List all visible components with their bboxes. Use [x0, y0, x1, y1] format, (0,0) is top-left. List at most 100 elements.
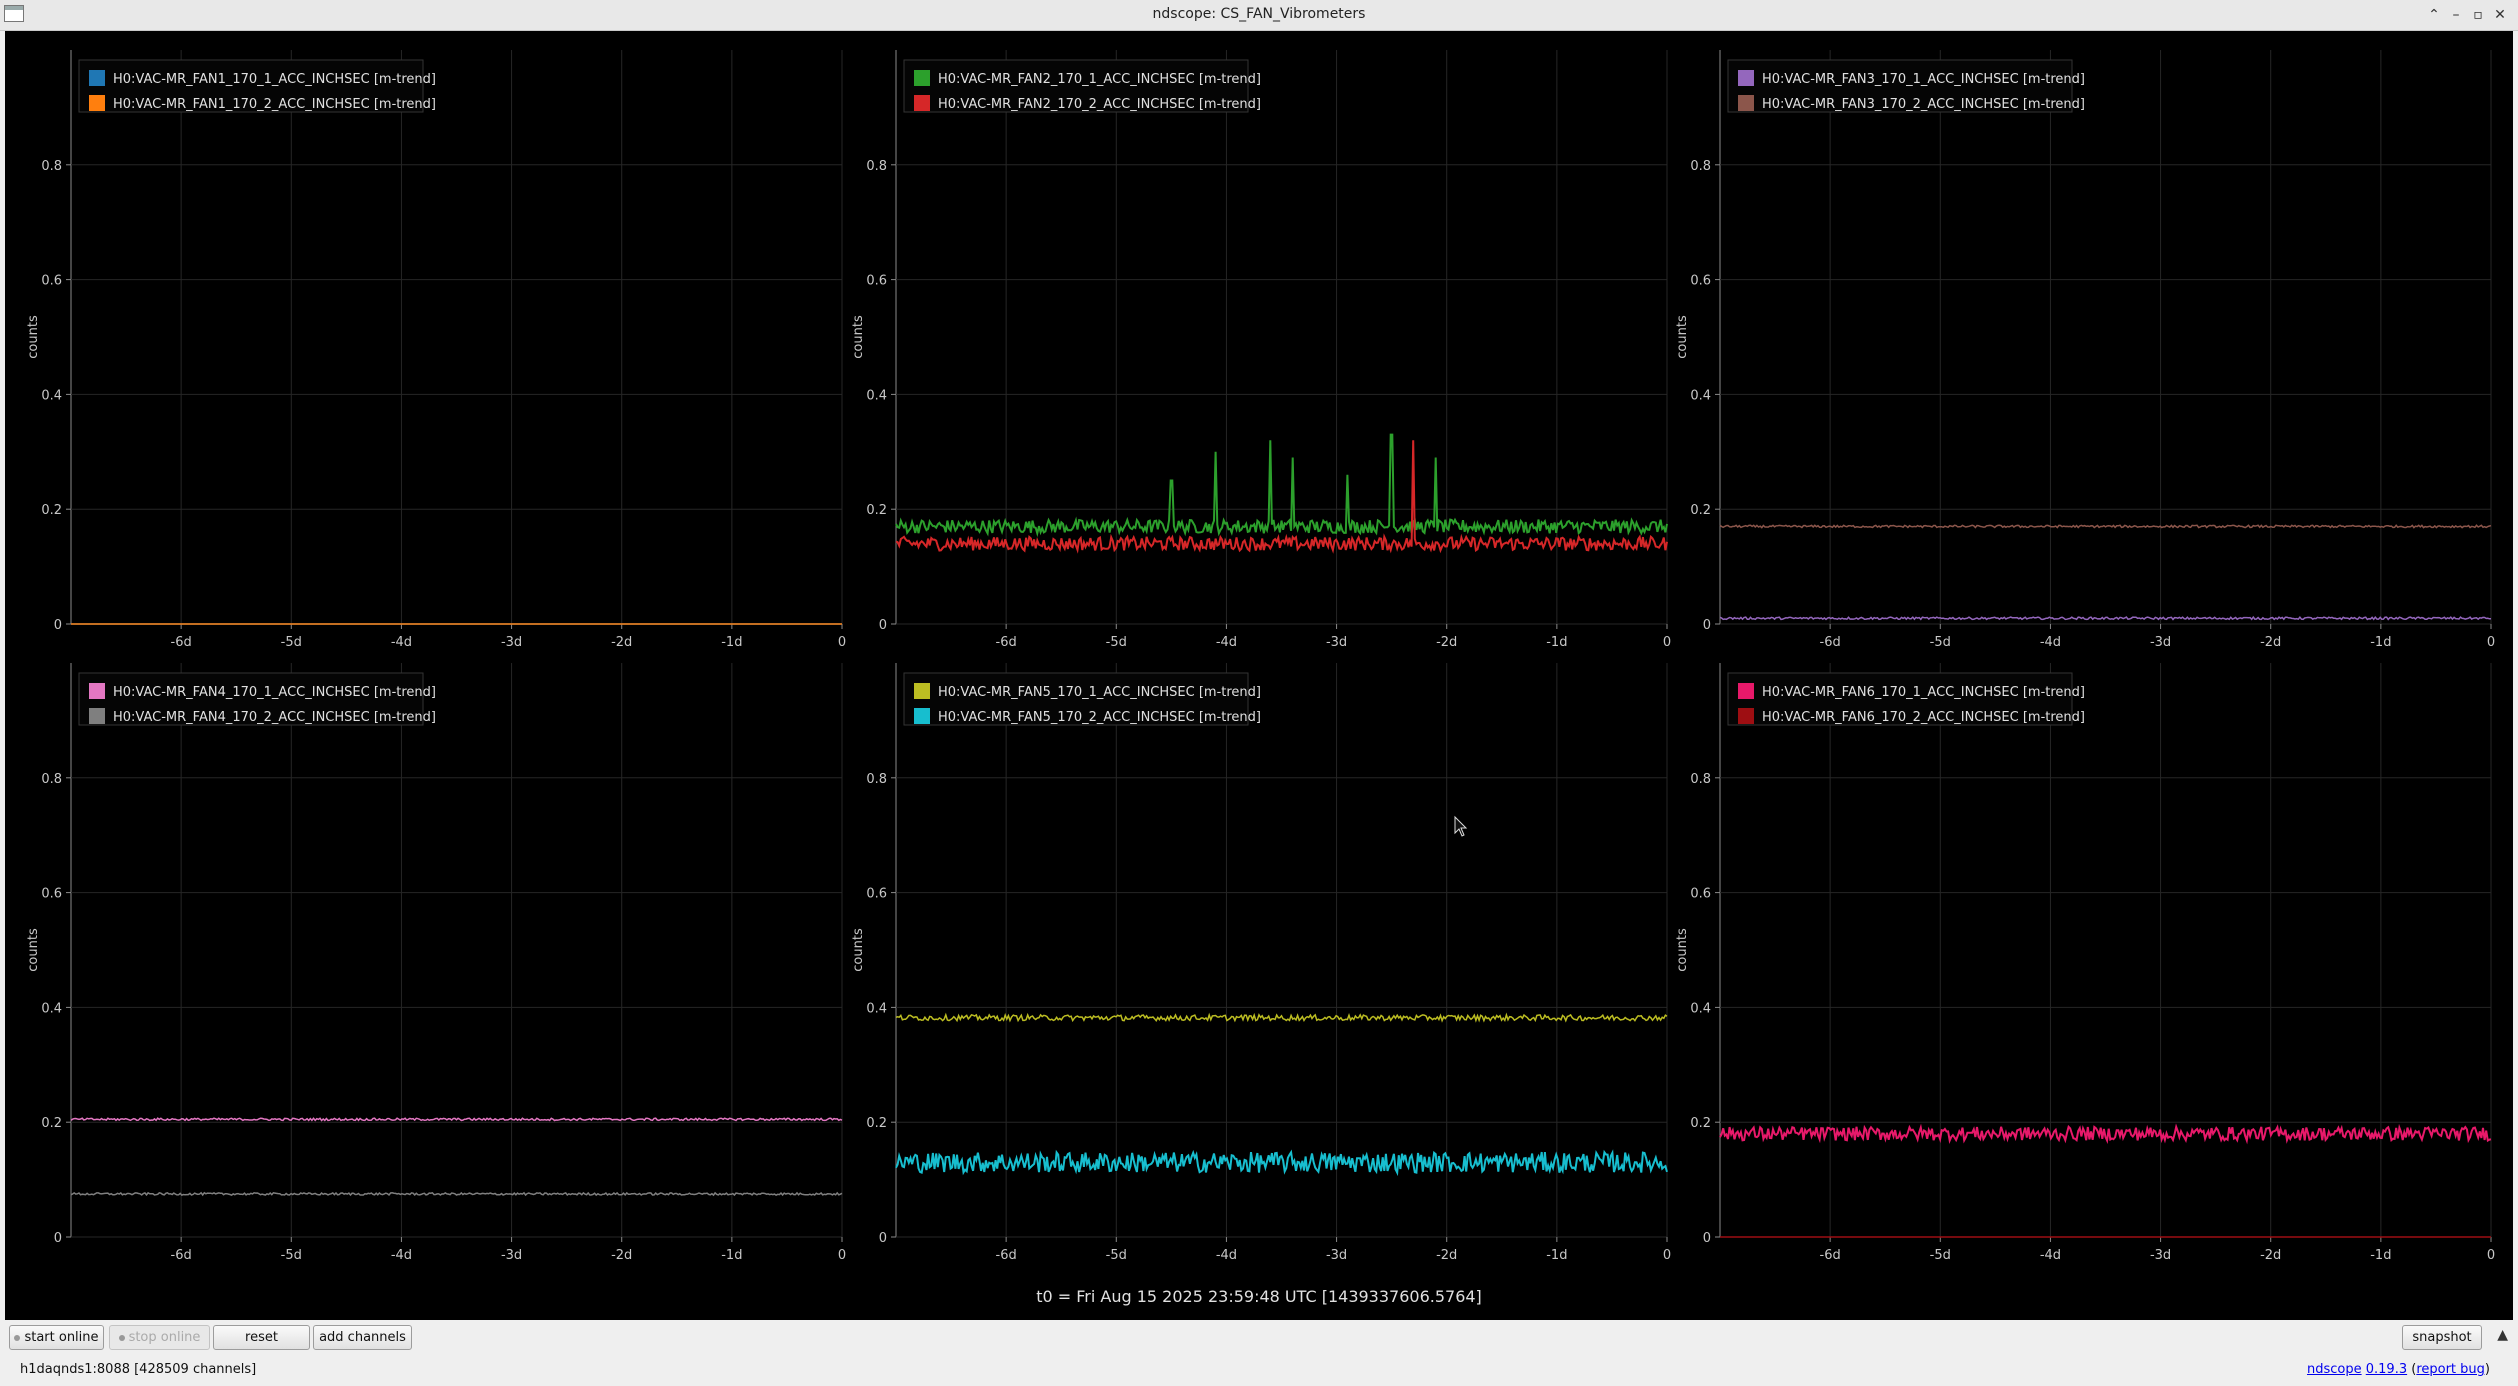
series-line	[895, 1149, 1668, 1177]
plot-panel-1: 0 0.2 0.4 0.6 0.8 -6d -5d -4d -3d -2d -1d 0 counts H0…	[26, 50, 846, 650]
shade-icon[interactable]: ⌃	[2428, 7, 2440, 23]
y-tick-label: 0.6	[866, 887, 887, 902]
y-tick-label: 0.8	[41, 159, 62, 174]
add-channels-button[interactable]: add channels	[313, 1325, 412, 1350]
start-online-label: start online	[24, 1330, 99, 1345]
stop-online-icon	[118, 1334, 125, 1341]
plot-panel-5: 0 0.2 0.4 0.6 0.8 -6d -5d -4d -3d -2d -1d 0 counts H0…	[851, 663, 1671, 1263]
x-tick-label: -2d	[1436, 1248, 1457, 1263]
x-tick-label: 0	[838, 1248, 846, 1263]
series-line	[1719, 615, 2491, 621]
x-tick-label: -5d	[1930, 1248, 1951, 1263]
start-online-icon	[14, 1334, 21, 1341]
x-tick-label: -5d	[281, 1248, 302, 1263]
x-tick-label: -6d	[171, 1248, 192, 1263]
legend-entry: H0:VAC-MR_FAN1_170_2_ACC_INCHSEC [m-tren…	[113, 97, 436, 112]
plot-panel-6: 0 0.2 0.4 0.6 0.8 -6d -5d -4d -3d -2d -1d 0 counts H0…	[1675, 663, 2495, 1263]
y-tick-label: 0.4	[866, 1001, 887, 1016]
x-tick-label: -1d	[1546, 1248, 1567, 1263]
y-tick-label: 0.6	[41, 274, 62, 289]
x-tick-label: -3d	[2150, 635, 2171, 650]
x-tick-label: -4d	[391, 635, 412, 650]
legend-swatch	[1738, 70, 1754, 86]
report-bug-link[interactable]: report bug	[2416, 1362, 2485, 1377]
x-tick-label: -3d	[501, 1248, 522, 1263]
x-tick-label: -6d	[996, 635, 1017, 650]
legend-entry: H0:VAC-MR_FAN6_170_2_ACC_INCHSEC [m-tren…	[1762, 710, 2085, 725]
series-line	[70, 1117, 843, 1122]
legend-box	[78, 672, 424, 726]
plot-panel-3: 0 0.2 0.4 0.6 0.8 -6d -5d -4d -3d -2d -1d 0 counts H0…	[1675, 50, 2495, 650]
ndscope-link[interactable]: ndscope	[2306, 1362, 2362, 1377]
y-tick-label: 0.6	[41, 887, 62, 902]
x-tick-label: -4d	[2040, 635, 2061, 650]
x-tick-label: -3d	[1326, 1248, 1347, 1263]
x-tick-label: -2d	[2260, 1248, 2281, 1263]
series-line	[70, 1191, 843, 1197]
y-tick-label: 0.4	[866, 388, 887, 403]
legend-entry: H0:VAC-MR_FAN4_170_2_ACC_INCHSEC [m-tren…	[113, 710, 436, 725]
series-line	[895, 433, 1668, 538]
legend-entry: H0:VAC-MR_FAN2_170_1_ACC_INCHSEC [m-tren…	[938, 72, 1261, 87]
x-tick-label: -5d	[281, 635, 302, 650]
maximize-icon[interactable]: ▫	[2473, 7, 2483, 23]
legend-swatch	[1738, 95, 1754, 111]
snapshot-button[interactable]: snapshot	[2402, 1325, 2482, 1350]
plot-area[interactable]: 0 0.2 0.4 0.6 0.8 -6d -5d -4d -3d -2d -1d 0 counts H0…	[5, 31, 2513, 1320]
y-axis-label: counts	[26, 315, 41, 359]
toolbar: start online stop online reset add chann…	[0, 1320, 2518, 1356]
server-status: h1daqnds1:8088 [428509 channels]	[20, 1362, 257, 1377]
series-line	[895, 440, 1668, 554]
x-tick-label: -6d	[1820, 635, 1841, 650]
start-online-button[interactable]: start online	[9, 1325, 104, 1350]
y-tick-label: 0.4	[1690, 388, 1711, 403]
y-tick-label: 0.4	[41, 388, 62, 403]
y-tick-label: 0	[54, 618, 62, 633]
y-tick-label: 0	[879, 618, 887, 633]
x-tick-label: -4d	[1216, 1248, 1237, 1263]
reset-button[interactable]: reset	[213, 1325, 310, 1350]
y-tick-label: 0.8	[866, 772, 887, 787]
x-tick-label: -5d	[1106, 635, 1127, 650]
expand-up-icon[interactable]: ▲	[2497, 1327, 2508, 1343]
x-tick-label: -1d	[721, 1248, 742, 1263]
x-tick-label: -3d	[501, 635, 522, 650]
app-icon	[4, 5, 24, 22]
close-icon[interactable]: ✕	[2494, 7, 2506, 23]
x-tick-label: -4d	[2040, 1248, 2061, 1263]
x-tick-label: -2d	[1436, 635, 1457, 650]
legend-entry: H0:VAC-MR_FAN2_170_2_ACC_INCHSEC [m-tren…	[938, 97, 1261, 112]
x-tick-label: -5d	[1106, 1248, 1127, 1263]
y-tick-label: 0	[54, 1231, 62, 1246]
version-link[interactable]: 0.19.3	[2365, 1362, 2408, 1377]
legend-box	[1727, 672, 2073, 726]
plot-panel-2: 0 0.2 0.4 0.6 0.8 -6d -5d -4d -3d -2d -1d 0 counts H0…	[851, 50, 1671, 650]
plots-canvas[interactable]: 0 0.2 0.4 0.6 0.8 -6d -5d -4d -3d -2d -1d 0 counts H0…	[5, 31, 2513, 1320]
y-tick-label: 0.2	[41, 1116, 62, 1131]
y-tick-label: 0.8	[1690, 772, 1711, 787]
legend-entry: H0:VAC-MR_FAN5_170_2_ACC_INCHSEC [m-tren…	[938, 710, 1261, 725]
stop-online-button[interactable]: stop online	[109, 1325, 210, 1350]
legend-swatch	[1738, 683, 1754, 699]
y-tick-label: 0.4	[41, 1001, 62, 1016]
y-tick-label: 0.2	[866, 1116, 887, 1131]
x-tick-label: -1d	[721, 635, 742, 650]
legend-swatch	[89, 683, 105, 699]
y-tick-label: 0.8	[866, 159, 887, 174]
legend-swatch	[914, 708, 930, 724]
status-bar: h1daqnds1:8088 [428509 channels] ndscope…	[0, 1356, 2518, 1386]
t0-label: t0 = Fri Aug 15 2025 23:59:48 UTC [14393…	[1036, 1287, 1482, 1306]
legend-swatch	[914, 95, 930, 111]
y-tick-label: 0	[1703, 618, 1711, 633]
legend-swatch	[89, 70, 105, 86]
y-tick-label: 0.6	[866, 274, 887, 289]
series-line	[895, 1012, 1668, 1023]
reset-label: reset	[245, 1330, 278, 1345]
y-tick-label: 0.8	[1690, 159, 1711, 174]
legend-box	[903, 59, 1249, 113]
minimize-icon[interactable]: –	[2452, 7, 2460, 23]
x-tick-label: -3d	[1326, 635, 1347, 650]
series-line	[1719, 1123, 2492, 1145]
legend-entry: H0:VAC-MR_FAN4_170_1_ACC_INCHSEC [m-tren…	[113, 685, 436, 700]
x-tick-label: -6d	[171, 635, 192, 650]
